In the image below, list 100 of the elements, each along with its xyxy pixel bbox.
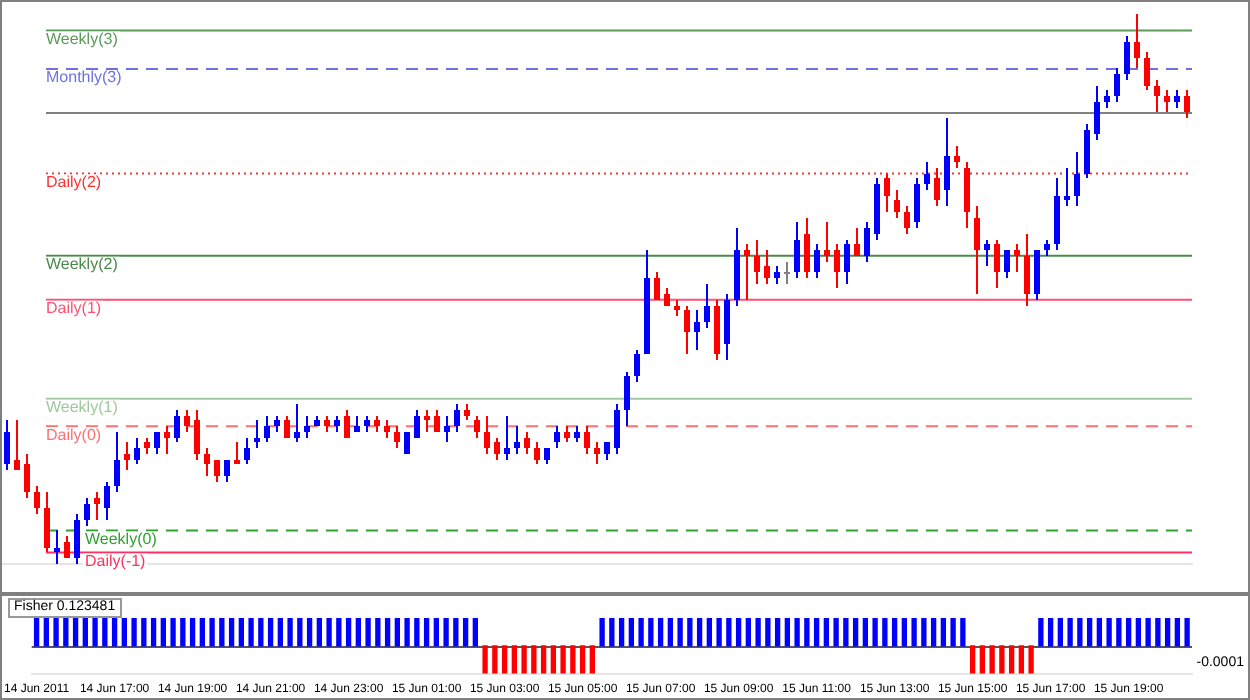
candlestick [264,415,270,443]
candlestick [714,299,720,361]
candlestick [474,415,480,439]
candlestick [964,161,970,229]
candlestick [814,243,820,279]
candlestick [1074,151,1080,207]
candlestick [1134,13,1140,69]
candlestick [214,459,220,483]
candlestick [654,271,660,301]
candlestick [444,415,450,443]
candlestick [94,491,100,521]
candlestick [124,441,130,471]
candlestick [174,409,180,443]
ref-line-label: Weekly(2) [46,255,119,274]
ref-line-label: Daily(0) [46,425,102,444]
candlestick [894,189,900,219]
candlestick [514,425,520,455]
candlestick [1094,85,1100,141]
candlestick [984,239,990,267]
candlestick [584,425,590,455]
candlestick [924,161,930,191]
candlestick [764,249,770,285]
candlestick [884,173,890,213]
candlestick [994,239,1000,289]
candlestick [754,239,760,285]
candlestick [864,221,870,263]
candlestick [554,425,560,449]
candlestick [1124,35,1130,81]
candlestick [524,431,530,455]
candlestick [494,437,500,461]
candlestick [394,425,400,449]
candlestick [684,305,690,355]
candlestick [534,441,540,465]
candlestick [724,293,730,361]
candlestick [704,283,710,329]
candlestick [614,403,620,455]
candlestick [1034,249,1040,301]
candlestick [504,415,510,461]
ref-line-label: Weekly(0) [85,530,158,549]
candlestick [974,205,980,295]
candlestick [634,349,640,383]
candlestick [744,243,750,301]
candlestick [154,431,160,455]
candlestick [74,513,80,565]
candlestick [944,117,950,207]
candlestick [794,221,800,279]
candlestick [784,261,790,285]
candlestick [1154,79,1160,113]
candlestick [454,403,460,433]
candlestick [104,481,110,521]
candlestick [244,437,250,465]
candlestick [84,497,90,527]
candlestick [114,431,120,493]
candlestick [1084,123,1090,179]
candlestick [1144,51,1150,91]
candlestick [904,205,910,235]
candlestick [44,491,50,553]
ref-line-label: Weekly(3) [46,29,119,48]
candlestick [1114,67,1120,103]
candlestick [204,447,210,477]
candlestick [1024,233,1030,307]
candlestick [254,419,260,449]
candlestick [1004,249,1010,279]
candlestick [294,403,300,443]
candlestick [4,419,10,471]
candlestick [804,217,810,279]
candlestick [184,409,190,433]
candlestick [344,409,350,439]
ref-line-label: Weekly(1) [46,398,119,417]
candlestick [854,227,860,257]
candlestick [484,415,490,455]
ref-line-label: Daily(-1) [85,552,147,571]
candlestick [164,425,170,455]
candlestick [954,145,960,169]
candlestick [54,529,60,565]
candlestick [414,409,420,439]
candlestick [134,437,140,465]
candlestick [834,243,840,289]
candlestick [1184,89,1190,119]
candlestick [1054,177,1060,251]
candlestick [824,221,830,263]
candlestick [194,409,200,461]
candlestick [694,309,700,351]
candlestick [844,239,850,285]
candlestick [34,485,40,515]
candlestick [24,453,30,499]
candlestick [424,409,430,433]
candlestick [1014,243,1020,273]
candlestick [594,441,600,465]
ref-line-label: Monthly(3) [46,68,123,87]
ref-line-label: Daily(2) [46,172,102,191]
candlestick [624,371,630,427]
candlestick [224,459,230,483]
candlestick [1064,167,1070,207]
candlestick [304,415,310,439]
ref-line-label: Daily(1) [46,299,102,318]
candlestick [1164,89,1170,113]
candlestick [934,167,940,207]
candlestick [14,419,20,471]
candlestick [914,177,920,229]
